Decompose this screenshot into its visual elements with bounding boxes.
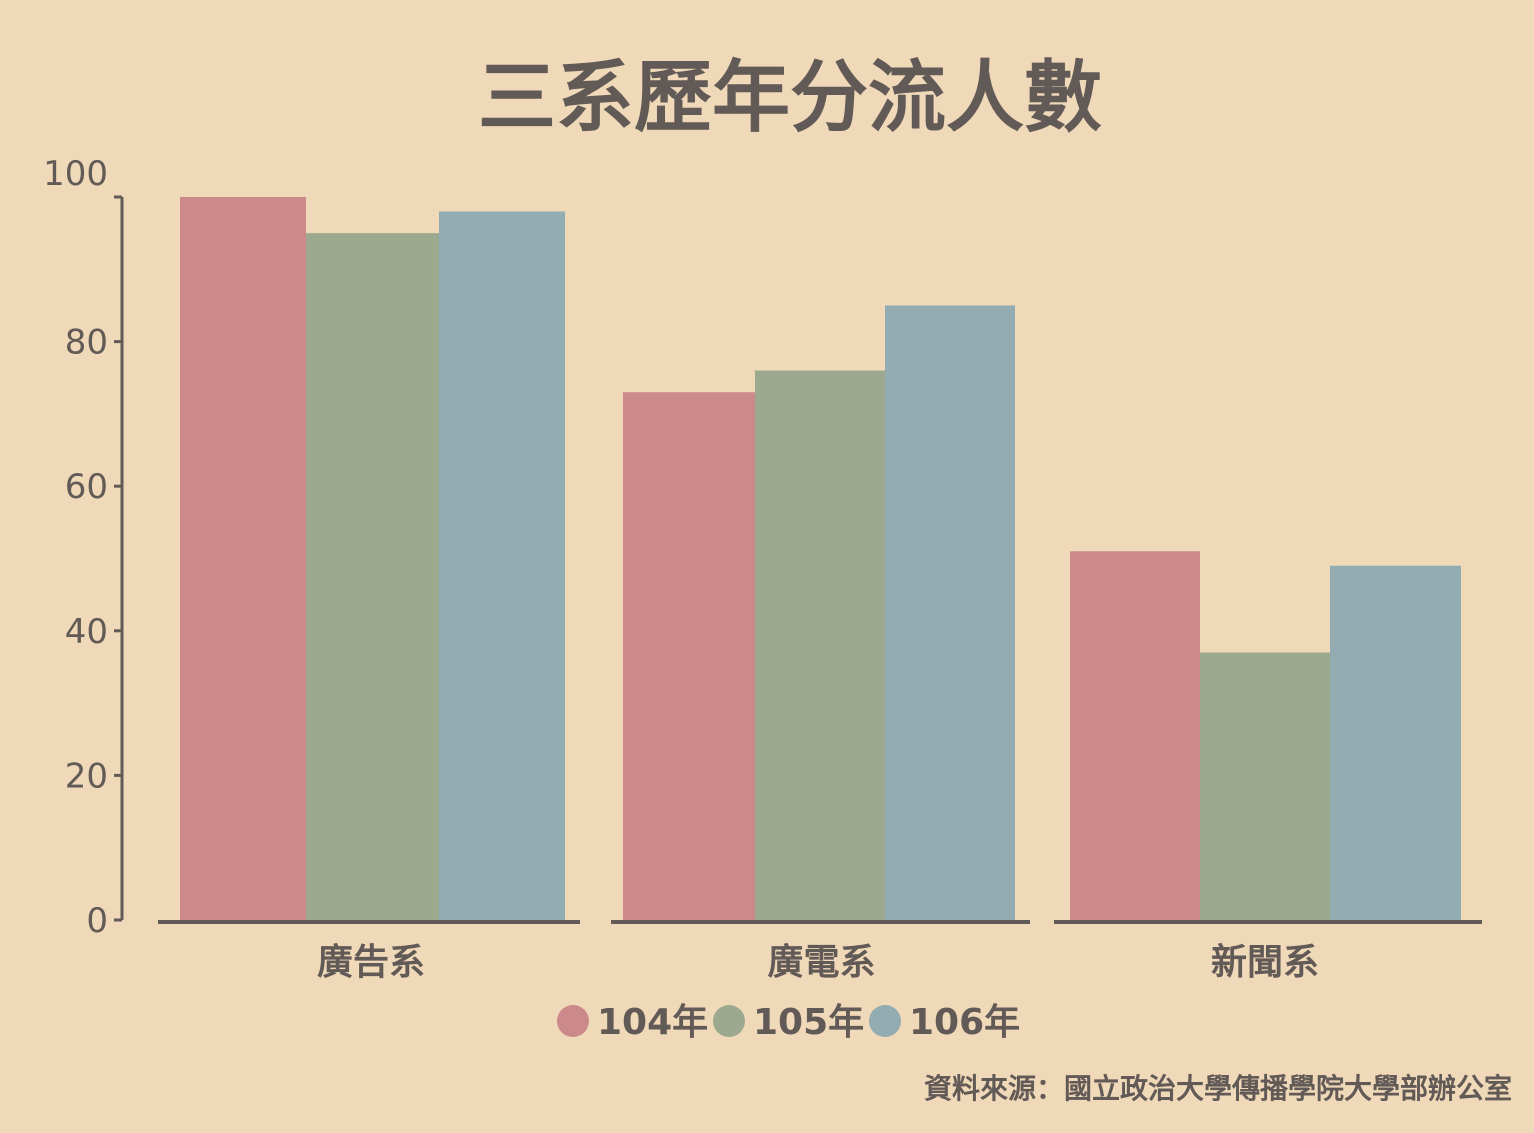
legend-swatch	[557, 1005, 589, 1037]
y-axis: 0 20 40 60 80 100	[43, 154, 124, 941]
category-labels: 廣告系 廣電系 新聞系	[317, 942, 1319, 983]
bars	[180, 197, 1461, 921]
legend: 104年 105年 106年	[557, 1002, 1020, 1043]
y-tick-label: 80	[65, 323, 108, 363]
y-tick-label: 20	[65, 756, 108, 796]
x-category-label: 新聞系	[1211, 942, 1319, 983]
y-tick-label: 100	[43, 154, 108, 194]
bar-3-2	[885, 305, 1015, 920]
bar-2-3	[1200, 652, 1330, 920]
y-tick-label: 60	[65, 467, 108, 507]
legend-label: 105年	[753, 1002, 864, 1043]
bar-3-1	[439, 211, 565, 920]
chart-title: 三系歷年分流人數	[478, 53, 1102, 143]
legend-swatch	[713, 1005, 745, 1037]
y-tick-label: 0	[86, 901, 108, 941]
source-note: 資料來源：國立政治大學傳播學院大學部辦公室	[924, 1072, 1512, 1105]
bar-3-3	[1330, 565, 1461, 920]
legend-swatch	[869, 1005, 901, 1037]
y-tick-label: 40	[65, 612, 108, 652]
bar-1-1	[180, 197, 306, 920]
bar-2-1	[306, 233, 439, 920]
bar-1-2	[623, 392, 755, 921]
x-category-label: 廣告系	[317, 942, 425, 983]
x-category-label: 廣電系	[767, 942, 875, 983]
legend-label: 104年	[597, 1002, 708, 1043]
bar-1-3	[1070, 551, 1200, 920]
bar-2-2	[755, 370, 885, 920]
legend-label: 106年	[909, 1002, 1020, 1043]
